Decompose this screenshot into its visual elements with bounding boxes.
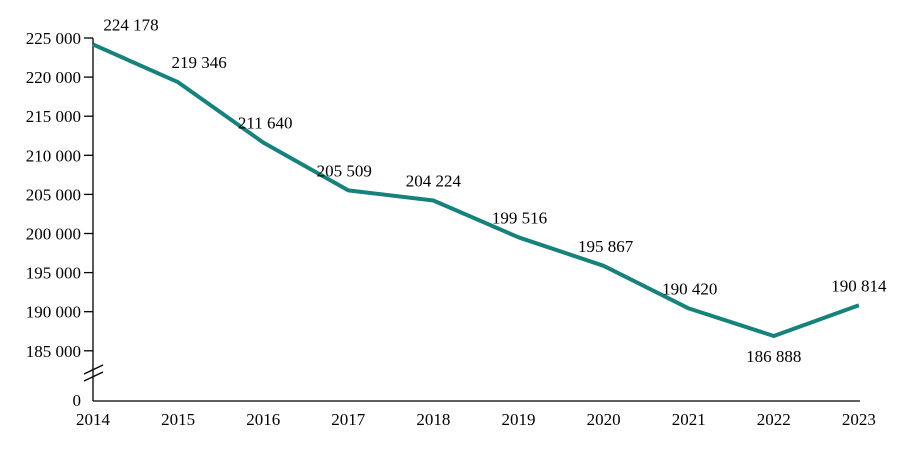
y-axis-tick-label: 185 000 xyxy=(26,342,81,361)
y-axis-tick-label: 205 000 xyxy=(26,185,81,204)
data-point-label: 190 420 xyxy=(662,279,717,298)
y-axis-tick-label: 215 000 xyxy=(26,107,81,126)
data-point-label: 199 516 xyxy=(492,208,547,227)
x-axis-label: 2023 xyxy=(842,410,876,429)
x-axis-label: 2019 xyxy=(502,410,536,429)
data-point-label: 204 224 xyxy=(406,171,462,190)
y-axis-zero-label: 0 xyxy=(73,391,82,410)
axis-break-slash xyxy=(83,364,104,375)
data-point-label: 205 509 xyxy=(317,161,372,180)
x-axis-label: 2018 xyxy=(416,410,450,429)
y-axis-tick-label: 210 000 xyxy=(26,146,81,165)
y-axis-tick-label: 200 000 xyxy=(26,225,81,244)
data-point-label: 211 640 xyxy=(238,113,293,132)
x-axis-label: 2022 xyxy=(757,410,791,429)
x-axis-label: 2020 xyxy=(587,410,621,429)
y-axis-tick-label: 190 000 xyxy=(26,303,81,322)
x-axis-label: 2017 xyxy=(331,410,366,429)
x-axis-label: 2015 xyxy=(161,410,195,429)
data-point-label: 186 888 xyxy=(746,347,801,366)
y-axis-tick-label: 225 000 xyxy=(26,29,81,48)
data-point-label: 219 346 xyxy=(171,53,226,72)
y-axis-tick-label: 220 000 xyxy=(26,68,81,87)
data-point-label: 190 814 xyxy=(831,276,887,295)
data-point-label: 195 867 xyxy=(578,237,634,256)
x-axis-label: 2021 xyxy=(672,410,706,429)
y-axis-tick-label: 195 000 xyxy=(26,264,81,283)
x-axis-label: 2016 xyxy=(246,410,280,429)
data-point-label: 224 178 xyxy=(103,15,158,34)
data-series-line xyxy=(92,42,860,338)
x-axis-label: 2014 xyxy=(76,410,111,429)
axis-break-slash xyxy=(83,371,104,382)
